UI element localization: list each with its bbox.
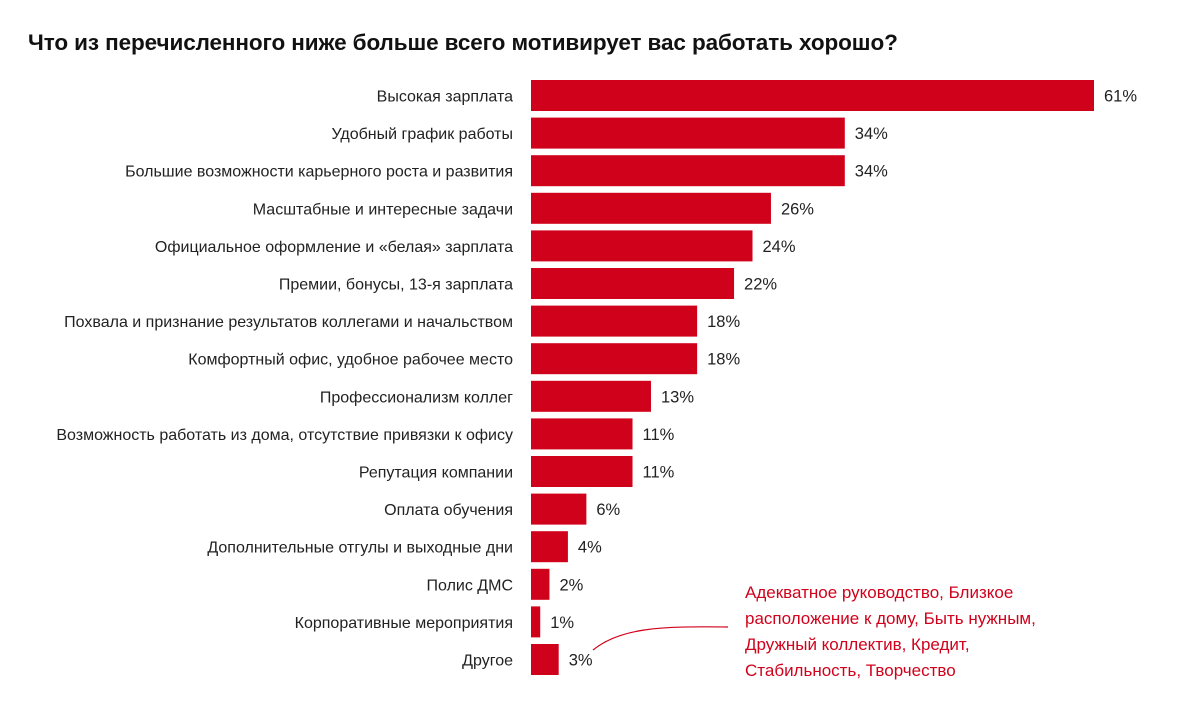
category-label: Удобный график работы [331, 126, 513, 143]
value-label: 22% [744, 276, 777, 294]
value-label: 6% [596, 501, 620, 519]
bar [531, 230, 753, 262]
category-label: Официальное оформление и «белая» зарплат… [155, 239, 513, 256]
category-label: Высокая зарплата [377, 89, 513, 106]
category-label: Премии, бонусы, 13-я зарплата [279, 277, 513, 294]
category-label: Дополнительные отгулы и выходные дни [207, 540, 513, 557]
bar [531, 380, 651, 412]
category-label: Большие возможности карьерного роста и р… [125, 164, 513, 181]
value-label: 2% [559, 576, 583, 594]
bar [531, 305, 698, 337]
value-label: 11% [643, 426, 675, 444]
bar [531, 343, 698, 375]
value-label: 13% [661, 388, 694, 406]
value-label: 18% [707, 313, 740, 331]
bar [531, 80, 1094, 111]
value-label: 3% [569, 652, 593, 670]
bar [531, 456, 633, 487]
bar [531, 531, 568, 563]
bar [531, 268, 735, 299]
bar [531, 117, 845, 149]
annotation-leader-line [592, 626, 729, 651]
category-label: Другое [462, 653, 513, 670]
bar [531, 606, 541, 638]
value-label: 24% [763, 238, 796, 256]
category-label: Масштабные и интересные задачи [253, 201, 513, 218]
bar [531, 493, 587, 525]
category-label: Возможность работать из дома, отсутствие… [56, 427, 513, 444]
bar [531, 192, 771, 224]
annotation-text: Адекватное руководство, Близкое располож… [745, 583, 1036, 680]
category-label: Комфортный офис, удобное рабочее место [188, 352, 513, 369]
chart-title: Что из перечисленного ниже больше всего … [28, 30, 898, 55]
value-label: 11% [643, 464, 675, 482]
category-label: Похвала и признание результатов коллегам… [64, 314, 513, 331]
bar [531, 644, 559, 675]
category-label: Оплата обучения [384, 502, 513, 519]
category-label: Корпоративные мероприятия [295, 615, 513, 632]
value-label: 1% [550, 614, 574, 632]
bar [531, 155, 845, 187]
category-label: Полис ДМС [427, 577, 513, 594]
value-label: 34% [855, 163, 888, 181]
value-label: 18% [707, 351, 740, 369]
category-label: Репутация компании [359, 465, 513, 482]
bar [531, 568, 550, 600]
value-label: 61% [1104, 88, 1137, 106]
value-label: 34% [855, 125, 888, 143]
bar [531, 418, 633, 450]
value-label: 26% [781, 200, 814, 218]
value-label: 4% [578, 539, 602, 557]
category-label: Профессионализм коллег [320, 389, 513, 406]
